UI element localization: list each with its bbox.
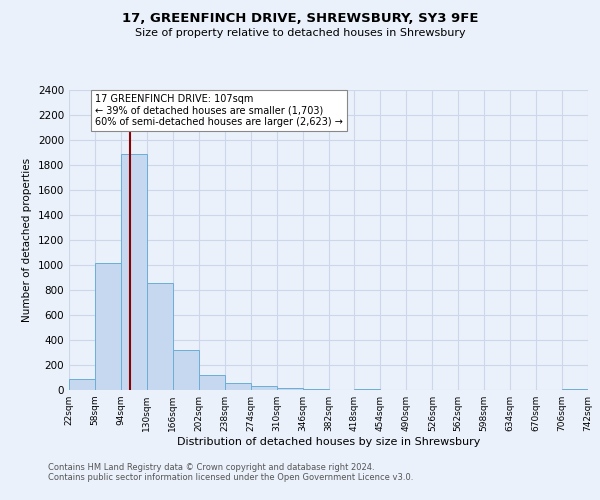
Bar	[277, 388, 302, 390]
Bar	[69, 379, 95, 390]
Bar	[224, 383, 251, 390]
Bar	[147, 282, 173, 390]
Text: 17, GREENFINCH DRIVE, SHREWSBURY, SY3 9FE: 17, GREENFINCH DRIVE, SHREWSBURY, SY3 9F…	[122, 12, 478, 26]
Bar	[199, 375, 224, 390]
Text: Contains public sector information licensed under the Open Government Licence v3: Contains public sector information licen…	[48, 474, 413, 482]
Bar	[121, 154, 147, 390]
Y-axis label: Number of detached properties: Number of detached properties	[22, 158, 32, 322]
Bar	[95, 262, 121, 390]
Text: 17 GREENFINCH DRIVE: 107sqm
← 39% of detached houses are smaller (1,703)
60% of : 17 GREENFINCH DRIVE: 107sqm ← 39% of det…	[95, 94, 343, 127]
Bar	[302, 389, 329, 390]
Bar	[173, 350, 199, 390]
Text: Contains HM Land Registry data © Crown copyright and database right 2024.: Contains HM Land Registry data © Crown c…	[48, 464, 374, 472]
X-axis label: Distribution of detached houses by size in Shrewsbury: Distribution of detached houses by size …	[177, 437, 480, 447]
Bar	[251, 386, 277, 390]
Text: Size of property relative to detached houses in Shrewsbury: Size of property relative to detached ho…	[134, 28, 466, 38]
